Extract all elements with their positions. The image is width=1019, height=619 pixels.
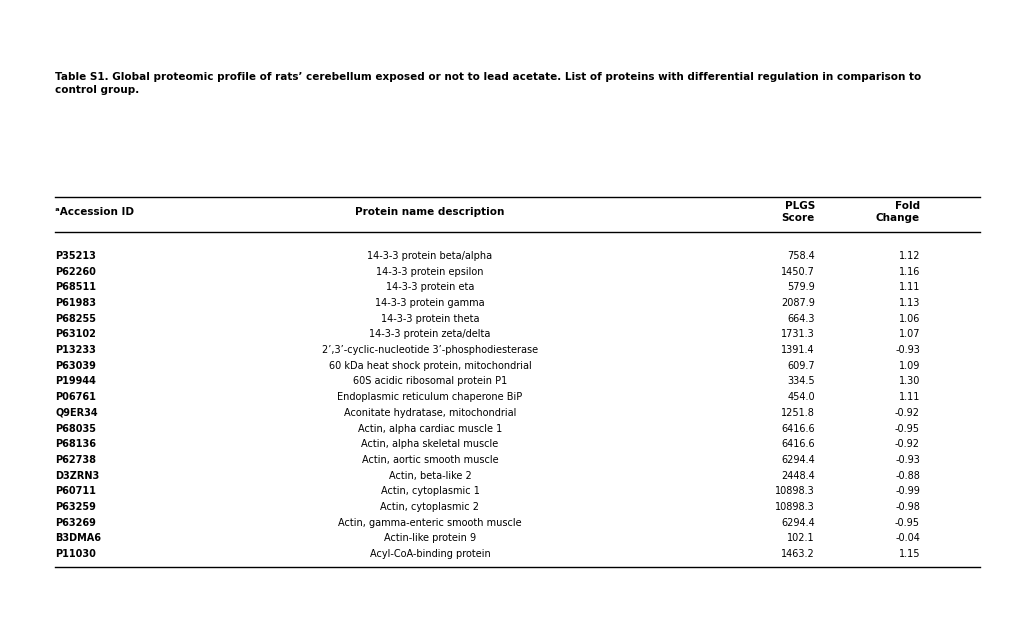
Text: P62260: P62260 [55,267,96,277]
Text: PLGS
Score: PLGS Score [781,201,814,223]
Text: P60711: P60711 [55,487,96,496]
Text: 14-3-3 protein epsilon: 14-3-3 protein epsilon [376,267,483,277]
Text: P63102: P63102 [55,329,96,339]
Text: Endoplasmic reticulum chaperone BiP: Endoplasmic reticulum chaperone BiP [337,392,522,402]
Text: P68035: P68035 [55,423,96,433]
Text: P06761: P06761 [55,392,96,402]
Text: 14-3-3 protein beta/alpha: 14-3-3 protein beta/alpha [367,251,492,261]
Text: Fold
Change: Fold Change [875,201,919,223]
Text: Actin, aortic smooth muscle: Actin, aortic smooth muscle [362,455,498,465]
Text: 1.15: 1.15 [898,549,919,559]
Text: 1.06: 1.06 [898,314,919,324]
Text: P11030: P11030 [55,549,96,559]
Text: P35213: P35213 [55,251,96,261]
Text: 609.7: 609.7 [787,361,814,371]
Text: 10898.3: 10898.3 [774,487,814,496]
Text: -0.92: -0.92 [894,408,919,418]
Text: -0.95: -0.95 [894,423,919,433]
Text: 60S acidic ribosomal protein P1: 60S acidic ribosomal protein P1 [353,376,506,386]
Text: Protein name description: Protein name description [355,207,504,217]
Text: 1.07: 1.07 [898,329,919,339]
Text: P62738: P62738 [55,455,96,465]
Text: P68255: P68255 [55,314,96,324]
Text: 14-3-3 protein gamma: 14-3-3 protein gamma [375,298,484,308]
Text: D3ZRN3: D3ZRN3 [55,470,99,480]
Text: Actin, cytoplasmic 1: Actin, cytoplasmic 1 [380,487,479,496]
Text: B3DMA6: B3DMA6 [55,534,101,543]
Text: Table S1. Global proteomic profile of rats’ cerebellum exposed or not to lead ac: Table S1. Global proteomic profile of ra… [55,72,920,82]
Text: Actin, gamma-enteric smooth muscle: Actin, gamma-enteric smooth muscle [338,517,522,528]
Text: ᵃAccession ID: ᵃAccession ID [55,207,133,217]
Text: 2448.4: 2448.4 [781,470,814,480]
Text: 6294.4: 6294.4 [781,455,814,465]
Text: -0.99: -0.99 [895,487,919,496]
Text: 1.09: 1.09 [898,361,919,371]
Text: P63269: P63269 [55,517,96,528]
Text: Actin, alpha cardiac muscle 1: Actin, alpha cardiac muscle 1 [358,423,501,433]
Text: -0.88: -0.88 [895,470,919,480]
Text: -0.93: -0.93 [895,455,919,465]
Text: P68136: P68136 [55,439,96,449]
Text: 664.3: 664.3 [787,314,814,324]
Text: P68511: P68511 [55,282,96,292]
Text: 1251.8: 1251.8 [781,408,814,418]
Text: 1.11: 1.11 [898,392,919,402]
Text: Actin, beta-like 2: Actin, beta-like 2 [388,470,471,480]
Text: P19944: P19944 [55,376,96,386]
Text: 1731.3: 1731.3 [781,329,814,339]
Text: 102.1: 102.1 [787,534,814,543]
Text: P63039: P63039 [55,361,96,371]
Text: 2’,3’-cyclic-nucleotide 3’-phosphodiesterase: 2’,3’-cyclic-nucleotide 3’-phosphodieste… [322,345,538,355]
Text: 758.4: 758.4 [787,251,814,261]
Text: -0.92: -0.92 [894,439,919,449]
Text: 1450.7: 1450.7 [781,267,814,277]
Text: 14-3-3 protein theta: 14-3-3 protein theta [380,314,479,324]
Text: 1.30: 1.30 [898,376,919,386]
Text: 1.16: 1.16 [898,267,919,277]
Text: 2087.9: 2087.9 [781,298,814,308]
Text: 1.13: 1.13 [898,298,919,308]
Text: 14-3-3 protein eta: 14-3-3 protein eta [385,282,474,292]
Text: -0.93: -0.93 [895,345,919,355]
Text: Actin, cytoplasmic 2: Actin, cytoplasmic 2 [380,502,479,512]
Text: 334.5: 334.5 [787,376,814,386]
Text: 1391.4: 1391.4 [781,345,814,355]
Text: 60 kDa heat shock protein, mitochondrial: 60 kDa heat shock protein, mitochondrial [328,361,531,371]
Text: P13233: P13233 [55,345,96,355]
Text: -0.95: -0.95 [894,517,919,528]
Text: 1.11: 1.11 [898,282,919,292]
Text: 1463.2: 1463.2 [781,549,814,559]
Text: 579.9: 579.9 [787,282,814,292]
Text: P63259: P63259 [55,502,96,512]
Text: control group.: control group. [55,85,140,95]
Text: 454.0: 454.0 [787,392,814,402]
Text: 1.12: 1.12 [898,251,919,261]
Text: 6416.6: 6416.6 [781,439,814,449]
Text: Actin-like protein 9: Actin-like protein 9 [383,534,476,543]
Text: 10898.3: 10898.3 [774,502,814,512]
Text: Q9ER34: Q9ER34 [55,408,98,418]
Text: Aconitate hydratase, mitochondrial: Aconitate hydratase, mitochondrial [343,408,516,418]
Text: Actin, alpha skeletal muscle: Actin, alpha skeletal muscle [361,439,498,449]
Text: 6416.6: 6416.6 [781,423,814,433]
Text: Acyl-CoA-binding protein: Acyl-CoA-binding protein [369,549,490,559]
Text: 6294.4: 6294.4 [781,517,814,528]
Text: 14-3-3 protein zeta/delta: 14-3-3 protein zeta/delta [369,329,490,339]
Text: P61983: P61983 [55,298,96,308]
Text: -0.98: -0.98 [895,502,919,512]
Text: -0.04: -0.04 [895,534,919,543]
